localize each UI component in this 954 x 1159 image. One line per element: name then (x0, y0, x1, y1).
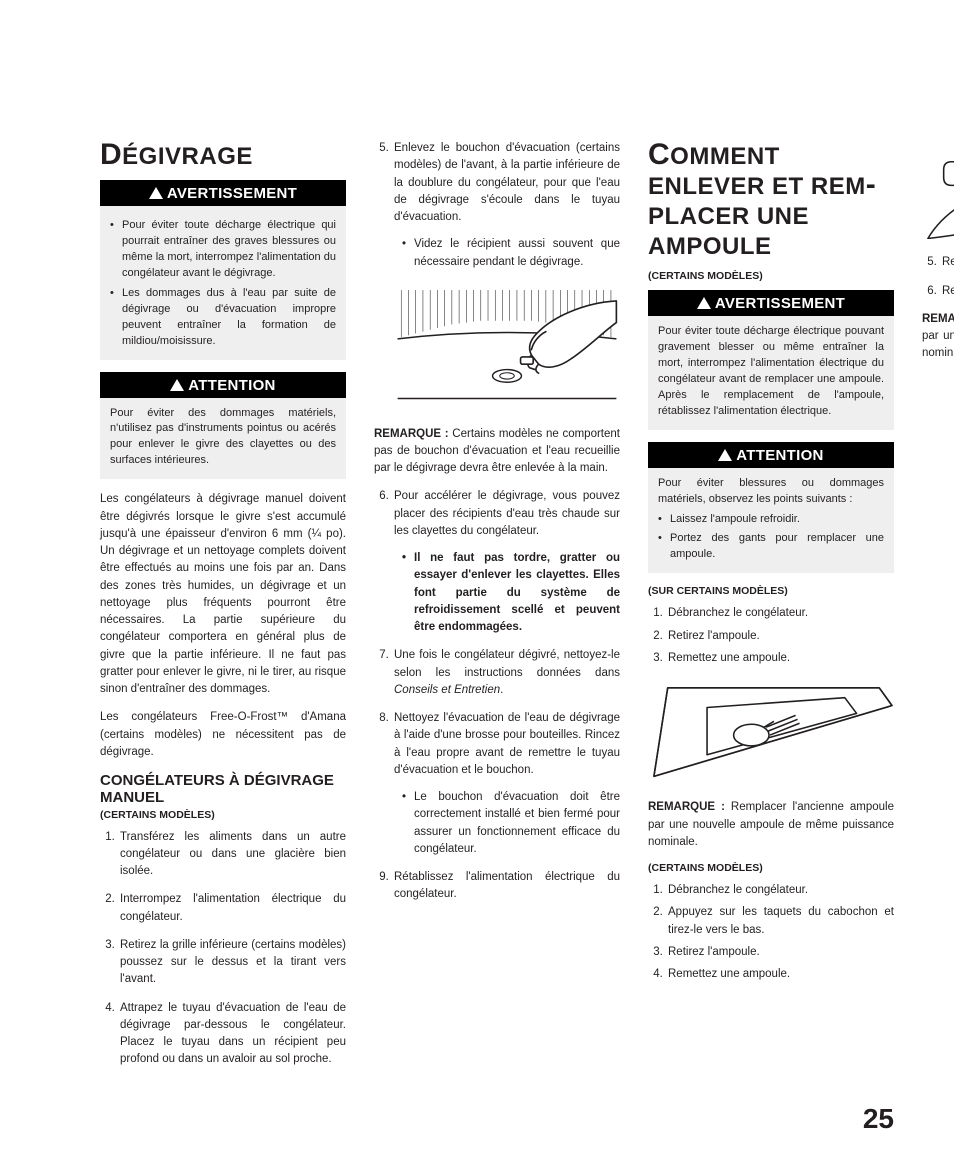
remark: REMARQUE : Remplacer l'ancienne ampoule … (922, 311, 954, 363)
step: Retirez l'ampoule. (666, 944, 894, 961)
manual-page: DÉGIVRAGE AVERTISSEMENT Pour éviter tout… (0, 0, 954, 1115)
attention-bar-1: ATTENTION (100, 372, 346, 398)
attention-box-1: Pour éviter des dommages matériels, n'ut… (100, 398, 346, 480)
warn-item: Les dommages dus à l'eau par suite de dé… (110, 286, 336, 350)
subheading: (CERTAINS MODÈLES) (100, 809, 346, 821)
remark-label: REMARQUE : (922, 313, 954, 325)
step: Remettez une ampoule. (666, 650, 894, 667)
body-para: Les congélateurs à dégivrage manuel doiv… (100, 491, 346, 698)
step-text: Pour accélérer le dégivrage, vous pouvez… (394, 490, 620, 537)
page-number: 25 (863, 1103, 894, 1135)
step: Retirez la grille inférieure (certains m… (118, 937, 346, 989)
steps-list-a: Débranchez le congélateur. Retirez l'amp… (648, 605, 894, 667)
step-text: Une fois le congélateur dégivré, nettoye… (394, 649, 620, 678)
bulb-housing-illustration (648, 678, 894, 786)
step: Rebranchez le congélateur. (940, 283, 954, 300)
step: Débranchez le congélateur. (666, 605, 894, 622)
section-label: (CERTAINS MODÈLES) (648, 862, 894, 874)
step: Enlevez le bouchon d'évacuation (certain… (392, 140, 620, 426)
steps-list-b2: Remettez le couvercle de protection. Reb… (922, 254, 954, 300)
attention-intro: Pour éviter blessures ou dommages matéri… (658, 476, 884, 508)
attention-bar-2: ATTENTION (648, 442, 894, 468)
step: Rétablissez l'alimentation électrique du… (392, 869, 620, 904)
steps-list-b1: Débranchez le congélateur. Appuyez sur l… (648, 882, 894, 983)
step: Retirez l'ampoule. (666, 628, 894, 645)
heading-ampoule: COMMENT ENLEVER ET REM-PLACER UNE AMPOUL… (648, 140, 894, 260)
remark-label: REMARQUE : (648, 801, 725, 813)
drain-plug-illustration (394, 281, 620, 408)
subheading: (CERTAINS MODÈLES) (648, 270, 894, 282)
avertissement-box-1: Pour éviter toute décharge électrique qu… (100, 206, 346, 360)
step: Remettez une ampoule. (666, 966, 894, 983)
section-label: (SUR CERTAINS MODÈLES) (648, 585, 894, 597)
substep: Il ne faut pas tordre, gratter ou essaye… (402, 550, 620, 636)
step-text: Nettoyez l'évacuation de l'eau de dégivr… (394, 712, 620, 776)
step: Débranchez le congélateur. (666, 882, 894, 899)
body-para: Les congélateurs Free-O-Frost™ d'Amana (… (100, 709, 346, 761)
attn-item: Portez des gants pour remplacer une ampo… (658, 531, 884, 563)
step: Appuyez sur les taquets du cabochon et t… (666, 904, 894, 939)
step: Une fois le congélateur dégivré, nettoye… (392, 647, 620, 699)
steps-list-2: Pour accélérer le dégivrage, vous pouvez… (374, 488, 620, 903)
step: Interrompez l'alimentation électrique du… (118, 891, 346, 926)
step: Transférez les aliments dans un autre co… (118, 829, 346, 881)
bulb-cover-illustration (922, 146, 954, 239)
step: Nettoyez l'évacuation de l'eau de dégivr… (392, 710, 620, 858)
warn-item: Pour éviter toute décharge électrique qu… (110, 218, 336, 282)
avertissement-bar-1: AVERTISSEMENT (100, 180, 346, 206)
remark: REMARQUE : Remplacer l'ancienne ampoule … (648, 799, 894, 851)
remark: REMARQUE : Certains modèles ne comporten… (374, 426, 620, 478)
heading-degivrage: DÉGIVRAGE (100, 140, 346, 170)
attn-item: Laissez l'ampoule refroidir. (658, 512, 884, 528)
step: Pour accélérer le dégivrage, vous pouvez… (392, 488, 620, 636)
avertissement-box-2: Pour éviter toute décharge électrique po… (648, 316, 894, 430)
step: Attrapez le tuyau d'évacuation de l'eau … (118, 1000, 346, 1069)
step-text: Enlevez le bouchon d'évacuation (certain… (394, 142, 620, 223)
avertissement-bar-2: AVERTISSEMENT (648, 290, 894, 316)
step: Remettez le couvercle de protection. (940, 254, 954, 271)
substep: Le bouchon d'évacuation doit être correc… (402, 789, 620, 858)
attention-box-2: Pour éviter blessures ou dommages matéri… (648, 468, 894, 574)
substep: Videz le récipient aussi souvent que néc… (402, 236, 620, 271)
step-text-italic: Conseils et Entretien (394, 684, 500, 696)
remark-label: REMARQUE : (374, 428, 449, 440)
heading-manual-defrost: CONGÉLATEURS À DÉGIVRAGE MANUEL (100, 772, 346, 807)
